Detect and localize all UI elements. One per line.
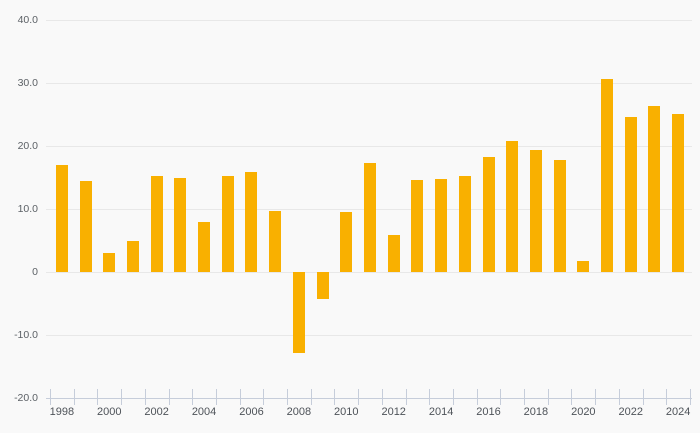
x-axis-tick-label-2000: 2000 [97,406,122,418]
x-axis-tick [310,389,312,405]
bar-2010[interactable] [340,211,353,272]
y-axis-tick-label: 40.0 [17,14,38,26]
bar-2023[interactable] [648,106,661,272]
x-axis-tick [358,389,360,405]
x-axis-tick [405,389,407,405]
y-axis-tick-label: 20.0 [17,140,38,152]
bar-2006[interactable] [245,171,258,272]
x-axis-tick-label-2018: 2018 [523,406,549,418]
gridline-y-30 [46,82,692,84]
x-axis-tick-label-2024: 2024 [665,406,691,418]
bar-2016[interactable] [482,156,495,272]
x-axis-tick [215,389,217,405]
x-axis-tick-label-2004: 2004 [191,406,217,418]
gridline-y-40 [46,19,692,21]
x-axis-tick [287,389,289,405]
x-axis-tick-label-2014: 2014 [428,406,454,418]
x-axis-tick-label-2002: 2002 [144,406,169,418]
y-axis-tick-label: 30.0 [17,77,38,89]
x-axis-tick [476,389,478,405]
bar-2013[interactable] [411,180,424,272]
bar-2008[interactable] [292,272,305,354]
x-axis-tick [452,389,454,405]
x-axis-tick-label-2022: 2022 [618,406,643,418]
x-axis-tick [524,389,526,405]
bar-2020[interactable] [577,260,590,272]
x-axis-tick [168,389,170,405]
gridline-y-20 [46,145,692,147]
x-axis-tick [429,389,431,405]
y-axis-tick-label: -10.0 [14,329,38,341]
y-axis-tick-label: 0 [32,266,38,278]
bar-2003[interactable] [174,178,187,272]
bar-2007[interactable] [269,210,282,272]
x-axis-tick [121,389,123,405]
x-axis-tick [618,389,620,405]
bar-2011[interactable] [364,163,376,272]
bar-2021[interactable] [601,78,614,272]
x-axis-tick [192,389,194,405]
bar-2002[interactable] [150,175,163,272]
bar-2012[interactable] [387,234,400,272]
x-axis-tick [334,389,336,405]
bar-2000[interactable] [103,253,116,272]
bar-2005[interactable] [221,176,234,272]
x-axis-tick [73,389,75,405]
x-axis-tick [666,389,668,405]
x-axis-tick [690,389,691,405]
x-axis-tick [144,389,146,405]
x-axis-tick [500,389,502,405]
x-axis-tick-label-2010: 2010 [334,406,359,418]
bar-1998[interactable] [55,164,68,272]
x-axis-tick [571,389,573,405]
bar-2014[interactable] [435,178,448,272]
x-axis-tick [642,389,644,405]
x-axis-line [46,398,692,399]
x-axis-tick [381,389,383,405]
x-axis-tick-label-1998: 1998 [49,406,75,418]
bar-2001[interactable] [126,240,139,272]
x-axis-tick-label-2020: 2020 [571,406,596,418]
gridline-y-0 [46,271,692,273]
bar-2004[interactable] [198,222,211,272]
x-axis-tick [50,389,51,405]
y-axis-tick-label: 10.0 [17,203,38,215]
bar-2024[interactable] [672,113,685,272]
bar-2022[interactable] [624,117,637,272]
x-axis-tick-label-2006: 2006 [239,406,264,418]
x-axis-tick-label-2016: 2016 [476,406,501,418]
x-axis-tick [547,389,549,405]
bar-2017[interactable] [506,140,519,272]
x-axis-tick [239,389,241,405]
bar-1999[interactable] [79,180,92,272]
bar-2018[interactable] [529,149,542,272]
x-axis-tick [595,389,597,405]
bar-2009[interactable] [316,272,329,300]
x-axis-tick-label-2012: 2012 [381,406,406,418]
y-axis-tick-label: -20.0 [14,392,38,404]
x-axis-tick-label-2008: 2008 [286,406,312,418]
bar-2019[interactable] [553,159,566,272]
bar-2015[interactable] [458,175,471,272]
x-axis-tick [97,389,99,405]
x-axis-tick [263,389,265,405]
gridline-y--10 [46,334,692,336]
